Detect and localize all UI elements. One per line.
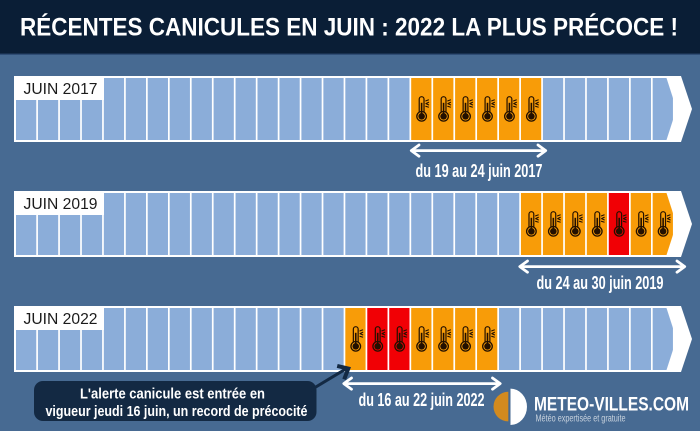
svg-text:JUIN 2022: JUIN 2022	[24, 311, 98, 328]
svg-text:JUIN 2017: JUIN 2017	[24, 81, 98, 98]
svg-text:METEO-VILLES.COM: METEO-VILLES.COM	[534, 394, 689, 415]
svg-text:vigueur jeudi 16 juin, un reco: vigueur jeudi 16 juin, un record de préc…	[46, 404, 308, 420]
svg-text:Météo expertisée et gratuite: Météo expertisée et gratuite	[536, 413, 626, 424]
svg-text:JUIN 2019: JUIN 2019	[24, 196, 98, 213]
svg-text:du 19 au 24 juin 2017: du 19 au 24 juin 2017	[416, 161, 543, 181]
svg-text:du 16 au 22 juin 2022: du 16 au 22 juin 2022	[359, 390, 485, 410]
svg-text:RÉCENTES CANICULES EN JUIN : 2: RÉCENTES CANICULES EN JUIN : 2022 LA PLU…	[20, 13, 678, 42]
svg-text:L'alerte canicule est entrée: L'alerte canicule est entrée en	[80, 386, 265, 402]
svg-text:du 24 au 30 juin 2019: du 24 au 30 juin 2019	[537, 273, 664, 293]
